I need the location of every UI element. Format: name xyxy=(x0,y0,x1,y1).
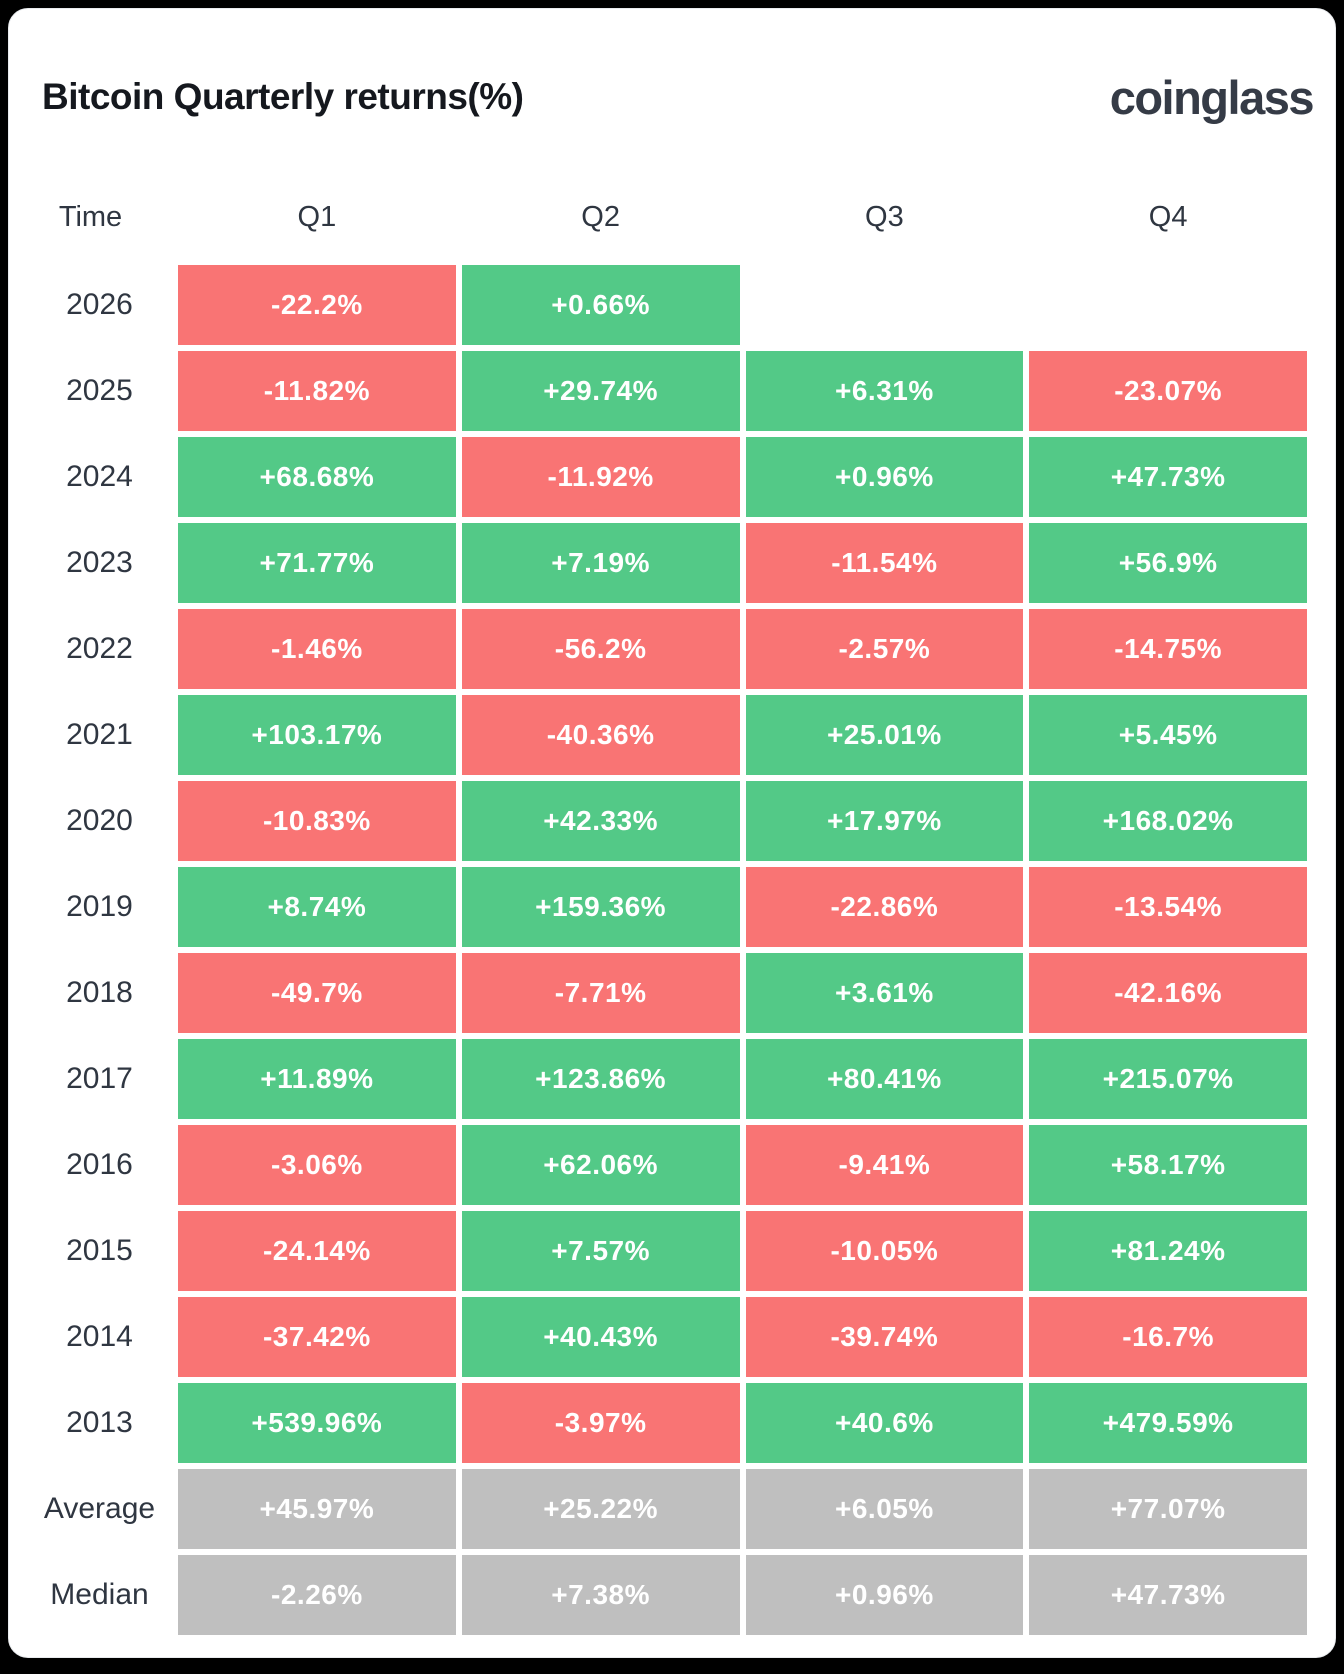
column-header-q1: Q1 xyxy=(297,200,337,233)
return-cell: -23.07% xyxy=(1029,351,1307,431)
return-cell: -1.46% xyxy=(178,609,456,689)
return-cell: -49.7% xyxy=(178,953,456,1033)
row-label: 2024 xyxy=(66,460,133,493)
return-cell: +7.19% xyxy=(461,523,740,603)
return-cell: -10.05% xyxy=(745,1211,1024,1291)
return-cell: +25.01% xyxy=(745,695,1024,775)
return-cell: -40.36% xyxy=(461,695,740,775)
return-cell: +0.96% xyxy=(745,437,1024,517)
return-cell: -14.75% xyxy=(1029,609,1307,689)
page-title: Bitcoin Quarterly returns(%) xyxy=(42,76,524,117)
return-cell: +159.36% xyxy=(461,867,740,947)
return-cell: -39.74% xyxy=(745,1297,1024,1377)
row-label: 2015 xyxy=(66,1234,133,1267)
return-cell: +71.77% xyxy=(178,523,456,603)
return-cell: -24.14% xyxy=(178,1211,456,1291)
row-label: 2013 xyxy=(66,1406,133,1439)
return-cell: -11.92% xyxy=(461,437,740,517)
return-cell: -42.16% xyxy=(1029,953,1307,1033)
return-cell: +56.9% xyxy=(1029,523,1307,603)
row-label: 2021 xyxy=(66,718,133,751)
returns-table-body: 2026 -22.2% +0.66% 2025 -11.82% +29.74% +6.31%… xyxy=(9,265,1335,1635)
row-label: 2017 xyxy=(66,1062,133,1095)
row-label: 2020 xyxy=(66,804,133,837)
row-label: 2026 xyxy=(66,288,133,321)
return-cell: +47.73% xyxy=(1029,1555,1307,1635)
return-cell: -22.86% xyxy=(745,867,1024,947)
return-cell: -11.54% xyxy=(745,523,1024,603)
row-label: 2025 xyxy=(66,374,133,407)
return-cell: -7.71% xyxy=(461,953,740,1033)
return-cell: -56.2% xyxy=(461,609,740,689)
return-cell: -2.26% xyxy=(178,1555,456,1635)
return-cell: -37.42% xyxy=(178,1297,456,1377)
return-cell: +7.38% xyxy=(461,1555,740,1635)
return-cell: -2.57% xyxy=(745,609,1024,689)
empty-cell xyxy=(1029,265,1307,345)
empty-cell xyxy=(746,265,1024,345)
column-header-q4: Q4 xyxy=(1148,200,1188,233)
return-cell: +11.89% xyxy=(178,1039,456,1119)
return-cell: +40.6% xyxy=(745,1383,1024,1463)
return-cell: +68.68% xyxy=(178,437,456,517)
return-cell: +168.02% xyxy=(1029,781,1307,861)
return-cell: -10.83% xyxy=(178,781,456,861)
return-cell: +103.17% xyxy=(178,695,456,775)
return-cell: +0.66% xyxy=(461,265,740,345)
return-cell: +77.07% xyxy=(1029,1469,1307,1549)
column-header-q2: Q2 xyxy=(581,200,620,233)
return-cell: +479.59% xyxy=(1029,1383,1307,1463)
coinglass-logo: coinglass xyxy=(1109,70,1315,124)
row-label: 2019 xyxy=(66,890,133,923)
return-cell: +6.31% xyxy=(745,351,1024,431)
return-cell: +3.61% xyxy=(745,953,1024,1033)
return-cell: +539.96% xyxy=(178,1383,456,1463)
return-cell: -13.54% xyxy=(1029,867,1307,947)
return-cell: +81.24% xyxy=(1029,1211,1307,1291)
return-cell: -22.2% xyxy=(178,265,456,345)
row-label: 2014 xyxy=(66,1320,133,1353)
return-cell: -3.06% xyxy=(178,1125,456,1205)
return-cell: +29.74% xyxy=(461,351,740,431)
row-label: 2016 xyxy=(66,1148,133,1181)
return-cell: +0.96% xyxy=(745,1555,1024,1635)
return-cell: -11.82% xyxy=(178,351,456,431)
return-cell: -9.41% xyxy=(745,1125,1024,1205)
row-label: 2022 xyxy=(66,632,133,665)
return-cell: +25.22% xyxy=(461,1469,740,1549)
return-cell: +7.57% xyxy=(461,1211,740,1291)
return-cell: +80.41% xyxy=(745,1039,1024,1119)
return-cell: +8.74% xyxy=(178,867,456,947)
return-cell: +17.97% xyxy=(745,781,1024,861)
return-cell: +40.43% xyxy=(461,1297,740,1377)
card-header: Bitcoin Quarterly returns(%) coinglass xyxy=(9,65,1335,129)
return-cell: +62.06% xyxy=(461,1125,740,1205)
return-cell: +47.73% xyxy=(1029,437,1307,517)
return-cell: +42.33% xyxy=(461,781,740,861)
row-label: 2023 xyxy=(66,546,133,579)
return-cell: +215.07% xyxy=(1029,1039,1307,1119)
returns-card: Bitcoin Quarterly returns(%) coinglass T… xyxy=(8,8,1336,1658)
return-cell: +123.86% xyxy=(461,1039,740,1119)
return-cell: -16.7% xyxy=(1029,1297,1307,1377)
row-label: 2018 xyxy=(66,976,133,1009)
column-header-q3: Q3 xyxy=(865,200,904,233)
return-cell: +45.97% xyxy=(178,1469,456,1549)
return-cell: +5.45% xyxy=(1029,695,1307,775)
return-cell: -3.97% xyxy=(461,1383,740,1463)
row-label: Median xyxy=(50,1578,149,1611)
return-cell: +6.05% xyxy=(745,1469,1024,1549)
row-label: Average xyxy=(43,1492,156,1525)
column-header-row: Time Q1 Q2 Q3 Q4 xyxy=(9,189,1335,245)
return-cell: +58.17% xyxy=(1029,1125,1307,1205)
column-header-time: Time xyxy=(58,200,123,233)
